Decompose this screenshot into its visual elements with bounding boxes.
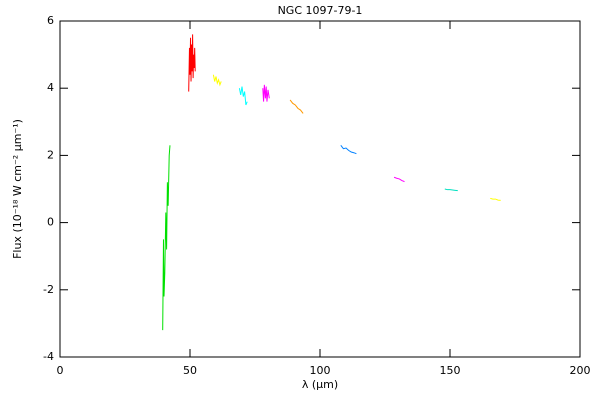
x-tick-label: 100 bbox=[310, 364, 331, 377]
plot-frame bbox=[59, 20, 581, 358]
x-tick-label: 200 bbox=[570, 364, 591, 377]
data-line bbox=[289, 99, 304, 114]
x-tick-label: 50 bbox=[183, 364, 197, 377]
data-line bbox=[238, 86, 248, 106]
y-tick-label: 2 bbox=[47, 148, 54, 161]
y-tick-label: -4 bbox=[43, 350, 54, 363]
x-tick-label: 0 bbox=[57, 364, 64, 377]
y-tick-label: 4 bbox=[47, 81, 54, 94]
chart-title: NGC 1097-79-1 bbox=[278, 4, 363, 17]
data-line bbox=[340, 145, 357, 155]
data-line bbox=[490, 197, 501, 201]
data-line bbox=[162, 145, 171, 331]
y-tick-label: 0 bbox=[47, 216, 54, 229]
data-line bbox=[212, 74, 222, 87]
data-line bbox=[188, 34, 196, 92]
y-axis-label: Flux (10⁻¹⁸ W cm⁻² μm⁻¹) bbox=[11, 119, 24, 259]
y-tick-label: 6 bbox=[47, 14, 54, 27]
data-line bbox=[444, 188, 458, 192]
x-axis-label: λ (μm) bbox=[302, 378, 338, 391]
y-tick-label: -2 bbox=[43, 283, 54, 296]
data-line bbox=[393, 176, 405, 183]
data-line bbox=[262, 84, 270, 102]
x-tick-label: 150 bbox=[440, 364, 461, 377]
